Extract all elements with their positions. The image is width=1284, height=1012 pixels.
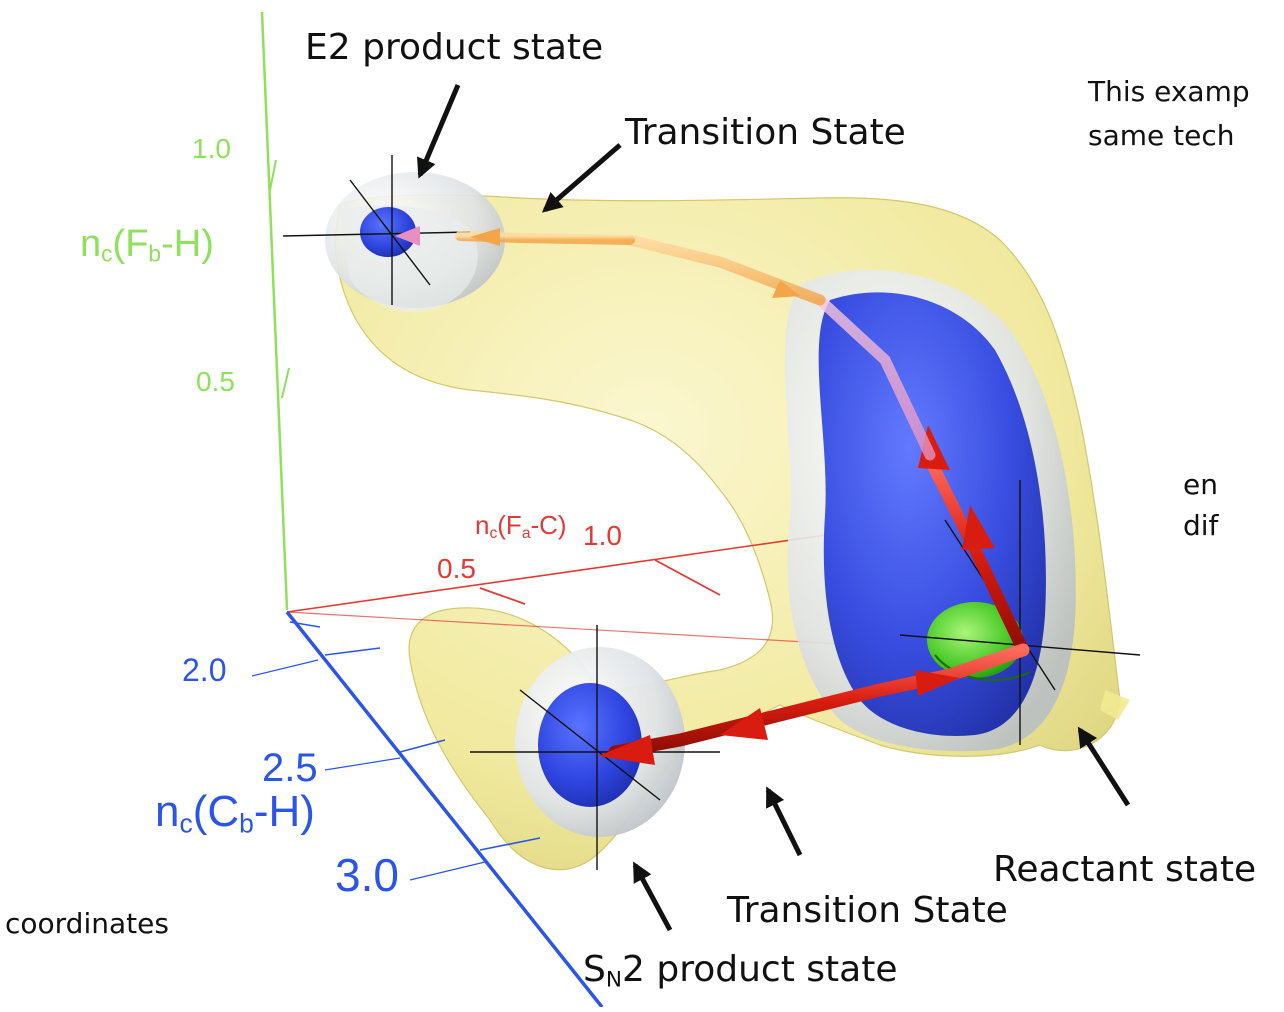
green-tick-label-2: 0.5 <box>196 366 235 397</box>
arrow-transition-top <box>541 143 622 213</box>
e2-product-label: E2 product state <box>305 27 604 68</box>
green-axis-label: nc(Fb-H) <box>80 223 214 267</box>
path-arrowhead <box>962 505 995 550</box>
arrow-transition-bottom <box>765 786 803 857</box>
blue-tick-0 <box>289 621 321 628</box>
red-tick-1 <box>479 587 526 605</box>
green-axis-line <box>260 11 289 611</box>
annotation-arrows <box>417 84 1131 932</box>
sn2-product-label: SN2 product state <box>583 949 898 993</box>
body-text-line-4: dif <box>1183 509 1219 542</box>
transition-state-top-label: Transition State <box>625 112 906 153</box>
body-text-line-1: This examp <box>1088 75 1250 108</box>
body-text-line-3: en <box>1183 468 1218 501</box>
blue-axis <box>285 610 604 1009</box>
path-arrowhead <box>395 226 420 246</box>
blue-axis-line <box>285 610 604 1009</box>
blue-tick-3 <box>479 837 541 851</box>
blue-tick-2 <box>399 739 446 753</box>
blue-tick-label-2: 2.5 <box>262 746 318 790</box>
tick-connectors <box>251 659 486 881</box>
body-text-line-5: coordinates <box>5 907 169 940</box>
transition-state-bottom-label: Transition State <box>727 890 1008 931</box>
path-arrowhead <box>470 228 500 246</box>
blue-tick-label-3: 3.0 <box>335 849 399 901</box>
red-tick-label-1: 1.0 <box>583 520 622 551</box>
body-text-line-2: same tech <box>1088 119 1235 152</box>
path-arrowhead <box>772 280 800 298</box>
arrow-sn2-product <box>632 861 673 932</box>
green-tick-label-1: 1.0 <box>192 133 231 164</box>
red-tick-label-2: 0.5 <box>437 553 476 584</box>
path-arrowhead <box>720 708 768 740</box>
blue-tick-label-1: 2.0 <box>182 652 227 688</box>
reaction-path-e2 <box>395 226 1029 656</box>
reactant-basin <box>784 270 1076 752</box>
arrow-reactant <box>1077 726 1131 807</box>
green-tick-2 <box>281 367 290 399</box>
red-axis-label: nc(Fa-C) <box>475 510 567 542</box>
green-tick-1 <box>269 159 277 191</box>
reaction-path-sn2 <box>598 643 1030 765</box>
blue-axis-label: nc(Cb-H) <box>155 787 315 839</box>
path-arrowhead <box>915 670 960 696</box>
reactant-state-label: Reactant state <box>993 849 1257 890</box>
red-tick-2 <box>654 559 721 596</box>
arrow-e2-product <box>417 84 461 179</box>
blue-tick-1 <box>324 647 381 656</box>
green-axis <box>260 11 290 611</box>
path-arrowhead <box>598 735 655 765</box>
